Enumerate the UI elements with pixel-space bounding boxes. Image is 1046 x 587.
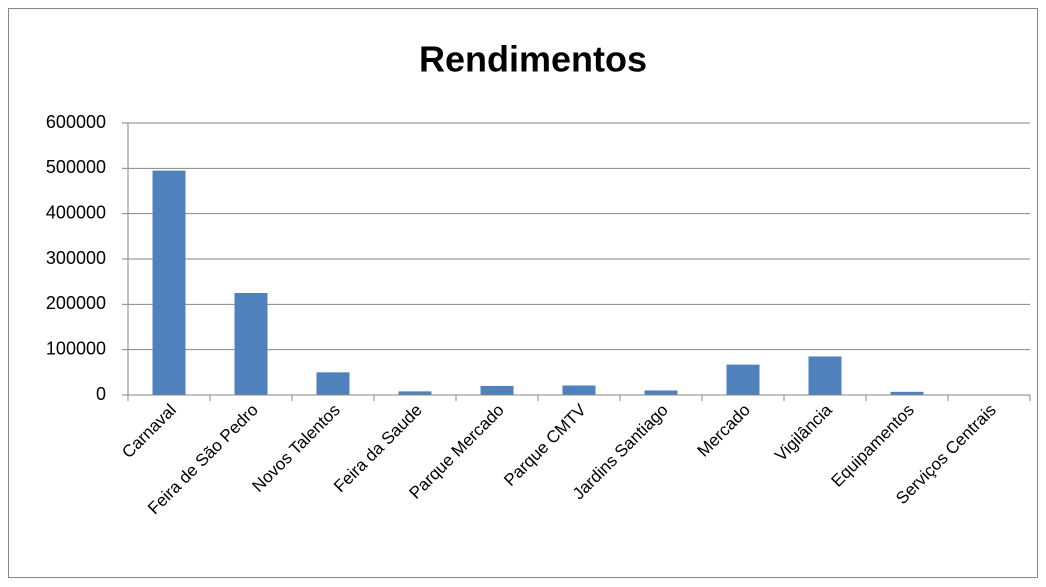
y-tick-label: 100000 <box>46 338 106 358</box>
bar <box>726 364 760 395</box>
y-tick-label: 300000 <box>46 248 106 268</box>
chart-title: Rendimentos <box>419 39 647 80</box>
bar <box>316 372 350 395</box>
bar <box>644 390 678 395</box>
bar <box>234 293 268 395</box>
y-tick-label: 600000 <box>46 112 106 132</box>
bar <box>890 391 924 395</box>
bar <box>152 170 186 395</box>
bar <box>808 356 842 395</box>
y-tick-label: 500000 <box>46 157 106 177</box>
bar <box>480 385 514 395</box>
y-tick-label: 400000 <box>46 202 106 222</box>
y-tick-label: 0 <box>96 384 106 404</box>
bar <box>562 385 596 395</box>
y-tick-label: 200000 <box>46 293 106 313</box>
bar <box>398 391 432 395</box>
